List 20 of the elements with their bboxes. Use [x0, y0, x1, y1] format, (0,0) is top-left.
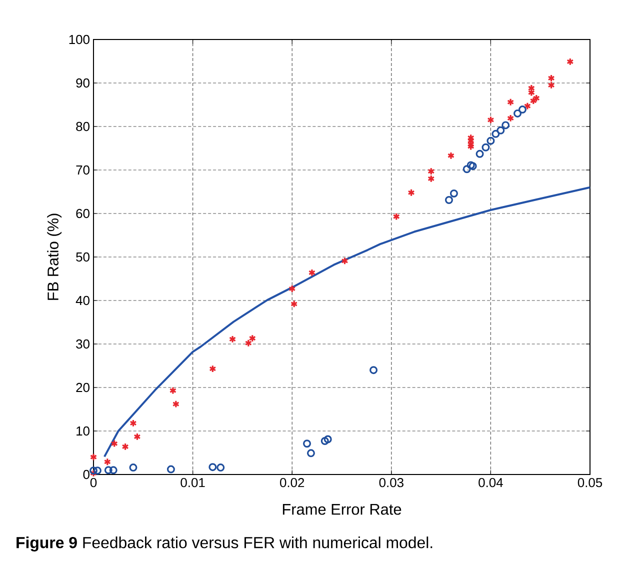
y-tick-label: 90: [76, 78, 90, 88]
y-tick-label: 20: [76, 382, 90, 392]
y-tick-label: 30: [76, 339, 90, 349]
y-tick-label: 50: [76, 252, 90, 262]
y-tick-label: 80: [76, 122, 90, 132]
text: Figure 9 Feedback ratio versus FER with numerical model.: [16, 536, 432, 552]
y-tick-label: 70: [76, 165, 90, 175]
x-tick-label: 0.05: [578, 478, 602, 488]
x-tick-label: 0.03: [379, 478, 404, 488]
y-tick-label: 0: [83, 470, 90, 480]
x-axis-title: Frame Error Rate: [282, 504, 402, 515]
y-tick-label: 40: [76, 296, 90, 306]
x-tick-label: 0.02: [280, 478, 304, 488]
y-tick-label: 10: [76, 426, 90, 436]
x-tick-label: 0.01: [180, 478, 205, 488]
x-tick-label: 0.04: [478, 478, 503, 488]
y-tick-label: 100: [69, 34, 90, 44]
y-tick-label: 60: [76, 208, 90, 218]
x-tick-label: 0: [90, 478, 97, 488]
y-axis-title: FB Ratio (%): [47, 214, 62, 300]
